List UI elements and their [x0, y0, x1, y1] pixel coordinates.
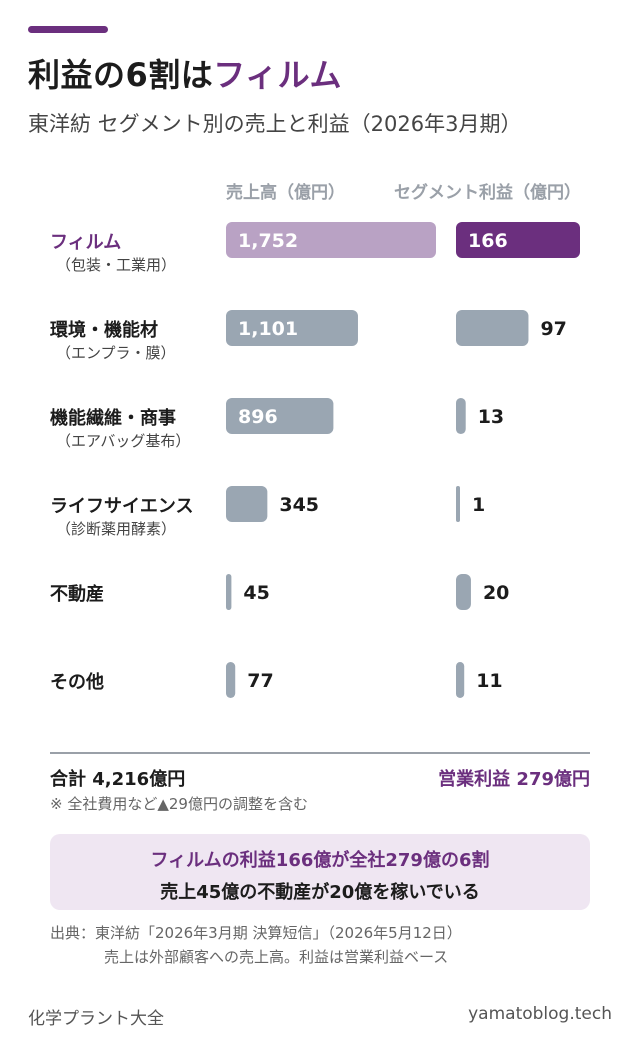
profit-value-label: 20	[483, 582, 509, 604]
page-title: 利益の6割はフィルム	[28, 50, 342, 96]
divider	[50, 752, 590, 754]
profit-bar	[456, 662, 465, 698]
source-line2: 売上は外部顧客への売上高。利益は営業利益ベース	[104, 948, 449, 966]
sales-bar	[226, 574, 232, 610]
source-line1: 出典：東洋紡「2026年3月期 決算短信」（2026年5月12日）	[50, 924, 462, 942]
operating-profit: 営業利益 279億円	[438, 769, 590, 790]
footer-brand: 化学プラント大全	[28, 1009, 164, 1029]
column-header-profit: セグメント利益（億円）	[394, 183, 581, 203]
row-label-lifescience: ライフサイエンス	[50, 496, 194, 517]
row-label-environment: 環境・機能材	[50, 320, 158, 341]
row-sub-environment: （エンプラ・膜）	[56, 344, 176, 362]
callout-line1: フィルムの利益166億が全社279億の6割	[150, 850, 490, 871]
profit-bar	[456, 222, 580, 258]
profit-value-label: 13	[478, 406, 504, 428]
row-label-film: フィルム	[50, 232, 122, 253]
row-sub-film: （包装・工業用）	[56, 256, 177, 274]
row-label-realestate: 不動産	[50, 584, 104, 605]
profit-bar	[456, 486, 460, 522]
row-label-other: その他	[50, 672, 104, 693]
sales-value-label: 345	[279, 494, 319, 516]
sales-bar	[226, 398, 334, 434]
accent-rule	[28, 26, 108, 33]
row-sub-fiber: （エアバッグ基布）	[56, 432, 191, 450]
title-highlight: フィルム	[213, 56, 343, 94]
profit-value-label: 166	[468, 230, 508, 252]
sales-bar	[226, 310, 358, 346]
profit-value-label: 97	[540, 318, 566, 340]
sales-value-label: 1,752	[238, 230, 298, 252]
sales-value-label: 896	[238, 406, 278, 428]
callout-line2: 売上45億の不動産が20億を稼いでいる	[160, 882, 480, 903]
title-main: 利益の6割は	[28, 56, 214, 94]
profit-bar	[456, 310, 529, 346]
sales-value-label: 45	[243, 582, 269, 604]
sales-bar	[226, 486, 268, 522]
sales-value-label: 77	[247, 670, 273, 692]
sales-bar	[226, 662, 236, 698]
segment-bar-chart: 1,752 166 1,101 97 896 13 345 1 45 20 77 11	[226, 222, 580, 698]
sales-bar	[226, 222, 436, 258]
sales-value-label: 1,101	[238, 318, 298, 340]
row-sub-lifescience: （診断薬用酵素）	[56, 520, 177, 538]
footer-site: yamatoblog.tech	[468, 1004, 612, 1024]
row-label-fiber: 機能繊維・商事	[50, 408, 176, 429]
total-sales: 合計 4,216億円	[50, 769, 186, 790]
profit-value-label: 1	[472, 494, 485, 516]
profit-value-label: 11	[476, 670, 502, 692]
adjustment-note: ※ 全社費用など▲29億円の調整を含む	[50, 795, 308, 813]
column-header-sales: 売上高（億円）	[226, 183, 345, 203]
profit-bar	[456, 398, 466, 434]
profit-bar	[456, 574, 471, 610]
callout-box: フィルムの利益166億が全社279億の6割 売上45億の不動産が20億を稼いでい…	[50, 834, 590, 910]
page-subtitle: 東洋紡 セグメント別の売上と利益（2026年3月期）	[28, 112, 522, 136]
